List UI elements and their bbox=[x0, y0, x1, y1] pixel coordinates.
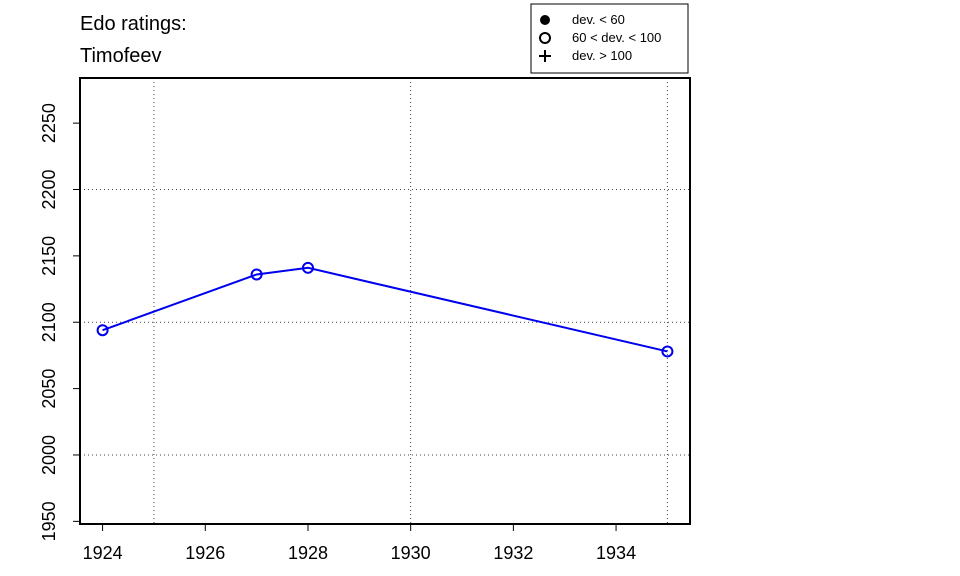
y-tick-label: 2200 bbox=[39, 169, 59, 209]
marker bbox=[540, 15, 550, 25]
legend-label: 60 < dev. < 100 bbox=[572, 30, 661, 45]
legend-label: dev. > 100 bbox=[572, 48, 632, 63]
x-tick-label: 1924 bbox=[83, 543, 123, 563]
marker bbox=[661, 345, 674, 358]
y-tick-label: 2250 bbox=[39, 103, 59, 143]
x-tick-label: 1930 bbox=[391, 543, 431, 563]
marker bbox=[250, 268, 263, 281]
x-tick-label: 1928 bbox=[288, 543, 328, 563]
line bbox=[102, 266, 668, 353]
x-tick-label: 1934 bbox=[596, 543, 636, 563]
x-tick-label: 1926 bbox=[185, 543, 225, 563]
y-tick-label: 1950 bbox=[39, 501, 59, 541]
marker bbox=[96, 324, 109, 337]
plot-frame bbox=[79, 77, 691, 525]
chart-subtitle: Timofeev bbox=[80, 45, 162, 67]
marker bbox=[539, 32, 551, 44]
y-tick-label: 2000 bbox=[39, 435, 59, 475]
y-tick-label: 2050 bbox=[39, 369, 59, 409]
legend-box bbox=[530, 3, 689, 74]
y-tick-label: 2100 bbox=[39, 302, 59, 342]
x-tick-label: 1932 bbox=[493, 543, 533, 563]
y-tick-label: 2150 bbox=[39, 236, 59, 276]
marker bbox=[539, 50, 551, 62]
legend-label: dev. < 60 bbox=[572, 12, 625, 27]
chart-title: Edo ratings: bbox=[80, 13, 187, 35]
marker bbox=[301, 261, 314, 274]
